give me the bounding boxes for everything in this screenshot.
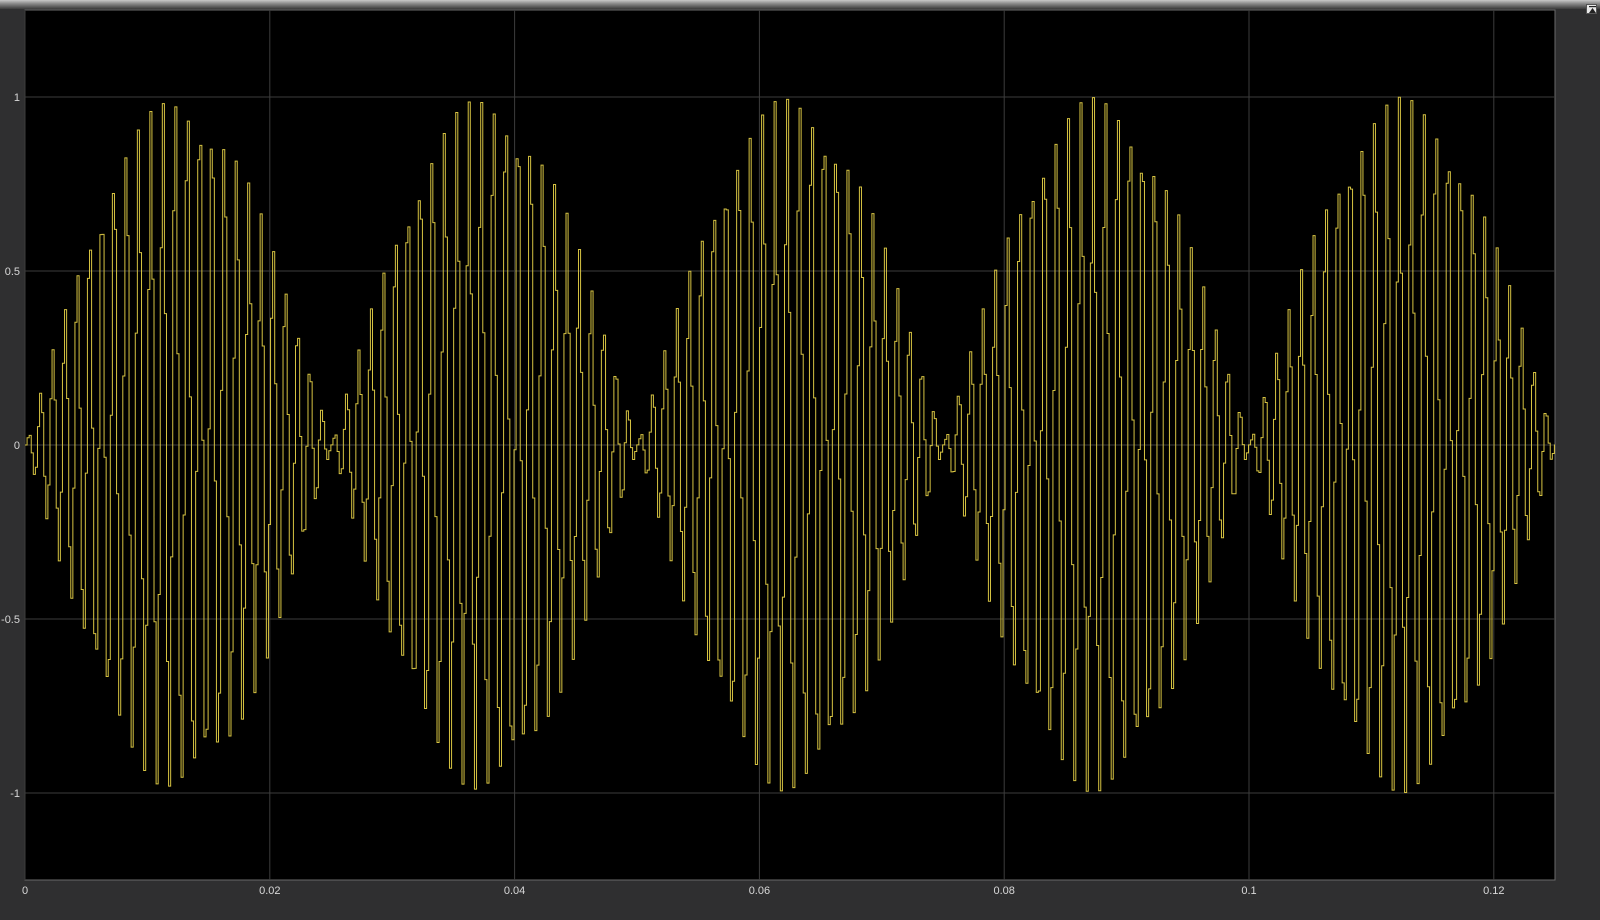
window-top-border bbox=[0, 0, 1600, 9]
x-tick-label: 0.08 bbox=[993, 885, 1014, 897]
undock-button[interactable] bbox=[1586, 4, 1597, 14]
x-tick-label: 0 bbox=[22, 885, 28, 897]
y-axis-ticks: 1 0.5 0 -0.5 -1 bbox=[1, 92, 20, 800]
y-tick-label: -1 bbox=[10, 788, 20, 800]
y-tick-label: 0 bbox=[14, 440, 20, 452]
y-tick-label: -0.5 bbox=[1, 614, 20, 626]
x-tick-label: 0.12 bbox=[1483, 885, 1504, 897]
y-tick-label: 0.5 bbox=[5, 266, 20, 278]
undock-arrow-icon bbox=[1589, 6, 1596, 13]
signal-trace bbox=[25, 96, 1555, 793]
x-tick-label: 0.06 bbox=[749, 885, 770, 897]
y-tick-label: 1 bbox=[14, 92, 20, 104]
x-tick-label: 0.1 bbox=[1241, 885, 1256, 897]
signal-layer bbox=[25, 96, 1555, 793]
x-tick-label: 0.02 bbox=[259, 885, 280, 897]
x-tick-label: 0.04 bbox=[504, 885, 525, 897]
x-axis-ticks: 0 0.02 0.04 0.06 0.08 0.1 0.12 bbox=[22, 885, 1505, 897]
